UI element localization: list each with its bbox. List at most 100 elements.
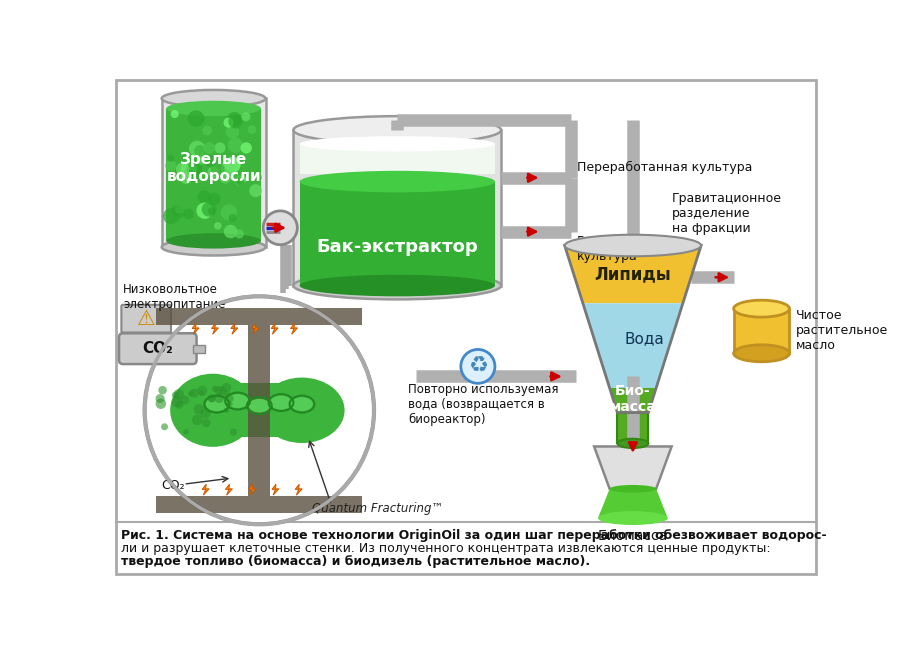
Circle shape [188, 391, 194, 397]
Ellipse shape [294, 272, 501, 300]
Circle shape [158, 386, 167, 395]
Circle shape [195, 145, 205, 157]
Polygon shape [231, 324, 238, 334]
Circle shape [190, 388, 199, 398]
Circle shape [155, 394, 165, 403]
Polygon shape [291, 324, 297, 334]
Circle shape [165, 160, 176, 171]
Circle shape [167, 155, 175, 162]
Text: Бак-экстрактор: Бак-экстрактор [316, 238, 478, 256]
Circle shape [264, 211, 297, 245]
Circle shape [171, 110, 179, 118]
Ellipse shape [300, 275, 494, 296]
Text: Вода: Вода [624, 331, 664, 346]
Circle shape [163, 208, 179, 225]
Circle shape [214, 222, 222, 230]
Circle shape [222, 383, 231, 392]
Bar [216, 383, 305, 437]
FancyBboxPatch shape [119, 333, 196, 364]
Polygon shape [583, 303, 683, 388]
Ellipse shape [170, 374, 255, 447]
Circle shape [227, 138, 243, 153]
Ellipse shape [166, 233, 261, 248]
Text: CO₂: CO₂ [162, 479, 185, 492]
Circle shape [215, 386, 224, 395]
Text: ⚠: ⚠ [136, 309, 155, 329]
Text: Липиды: Липиды [594, 265, 671, 283]
Bar [300, 144, 494, 174]
Bar [166, 109, 261, 241]
FancyBboxPatch shape [122, 305, 171, 333]
Circle shape [174, 206, 185, 218]
Bar [617, 413, 648, 443]
Circle shape [252, 173, 262, 182]
Circle shape [217, 386, 226, 395]
Ellipse shape [564, 235, 701, 256]
Circle shape [199, 154, 208, 162]
Circle shape [196, 203, 213, 219]
Bar [162, 98, 265, 247]
Circle shape [225, 126, 239, 138]
Ellipse shape [734, 345, 789, 362]
Circle shape [224, 225, 237, 238]
Circle shape [228, 115, 243, 129]
Circle shape [161, 423, 168, 430]
Polygon shape [594, 446, 672, 489]
Circle shape [203, 126, 212, 135]
Circle shape [236, 177, 245, 186]
Circle shape [199, 391, 205, 396]
Text: твердое топливо (биомасса) и биодизель (растительное масло).: твердое топливо (биомасса) и биодизель (… [122, 555, 591, 568]
Circle shape [230, 428, 237, 436]
Text: Повторно используемая
вода (возвращается в
биореактор): Повторно используемая вода (возвращается… [408, 382, 559, 426]
Circle shape [461, 349, 494, 383]
Circle shape [202, 419, 211, 427]
Circle shape [196, 157, 205, 164]
Circle shape [242, 112, 251, 122]
Text: Био-
масса: Био- масса [610, 384, 656, 414]
Circle shape [184, 209, 194, 219]
Circle shape [188, 110, 205, 127]
Text: CO₂: CO₂ [143, 341, 174, 356]
Circle shape [171, 204, 183, 215]
Text: Чистое
растительное
масло: Чистое растительное масло [795, 309, 888, 353]
Circle shape [194, 143, 201, 150]
Ellipse shape [205, 397, 227, 411]
Ellipse shape [617, 439, 648, 448]
Circle shape [194, 404, 205, 415]
Circle shape [249, 184, 262, 197]
Polygon shape [212, 324, 218, 334]
Polygon shape [225, 484, 233, 495]
Circle shape [197, 190, 211, 204]
Ellipse shape [300, 171, 494, 192]
Ellipse shape [598, 511, 668, 525]
Bar [156, 308, 363, 325]
Bar [193, 345, 205, 353]
Ellipse shape [166, 101, 261, 116]
Circle shape [224, 390, 229, 397]
Ellipse shape [162, 90, 265, 107]
Ellipse shape [610, 485, 656, 492]
Circle shape [204, 142, 215, 153]
Ellipse shape [162, 239, 265, 256]
Circle shape [241, 142, 252, 153]
Circle shape [207, 394, 215, 402]
Circle shape [221, 160, 235, 175]
Circle shape [183, 170, 193, 179]
Circle shape [226, 395, 234, 402]
Circle shape [240, 176, 246, 182]
Circle shape [202, 202, 216, 217]
Circle shape [184, 429, 189, 435]
Polygon shape [249, 484, 255, 495]
Polygon shape [598, 489, 668, 518]
Circle shape [192, 415, 203, 426]
Polygon shape [295, 484, 302, 495]
Ellipse shape [248, 399, 270, 413]
Circle shape [180, 395, 189, 404]
Circle shape [197, 386, 207, 395]
Bar [734, 309, 789, 353]
Circle shape [229, 214, 236, 222]
Text: ли и разрушает клеточные стенки. Из полученного концентрата извлекаются ценные п: ли и разрушает клеточные стенки. Из полу… [122, 542, 771, 555]
Circle shape [226, 401, 233, 407]
Bar [300, 182, 494, 285]
Circle shape [220, 173, 231, 184]
